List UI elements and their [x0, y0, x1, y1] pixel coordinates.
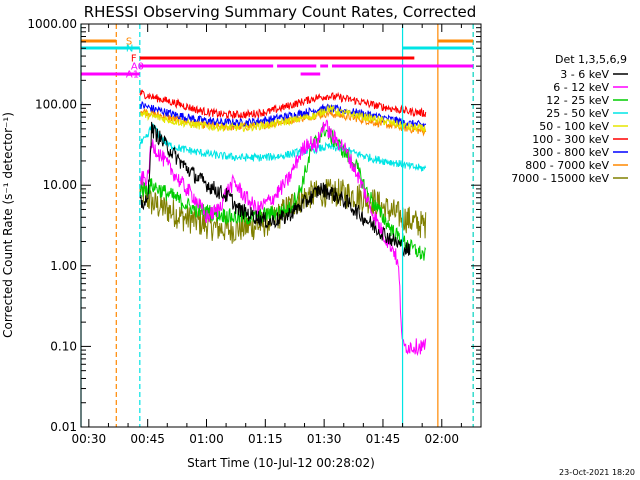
x-tick-label-6: 02:00: [424, 432, 459, 446]
series-line-5: [139, 88, 427, 120]
plot-frame: [80, 23, 482, 428]
x-tick-label-3: 01:15: [248, 432, 283, 446]
legend-label-6: 300 - 800 keV: [532, 146, 609, 159]
x-axis: 00:30 00:45 01:00 01:15 01:30 01:45 02:00: [72, 24, 482, 446]
legend-label-5: 100 - 300 keV: [532, 133, 609, 146]
chart-title: RHESSI Observing Summary Count Rates, Co…: [84, 3, 477, 21]
flag-label-0: S: [126, 37, 132, 48]
y-axis: 1000.00 100.00 10.00 1.00 0.10 0.01: [27, 17, 481, 434]
x-tick-label-5: 01:45: [366, 432, 401, 446]
legend-title: Det 1,3,5,6,9: [555, 53, 627, 66]
legend-label-7: 800 - 7000 keV: [525, 159, 609, 172]
y-tick-label-4: 0.10: [50, 339, 77, 353]
series-layer: [139, 88, 427, 357]
flag-label-1: N: [126, 44, 133, 55]
legend-label-3: 25 - 50 keV: [546, 107, 609, 120]
y-tick-label-5: 0.01: [50, 420, 77, 434]
series-line-2: [139, 122, 427, 261]
x-axis-label: Start Time (10-Jul-12 00:28:02): [187, 456, 375, 470]
legend-label-1: 6 - 12 keV: [553, 81, 609, 94]
x-tick-label-0: 00:30: [72, 432, 107, 446]
legend-label-0: 3 - 6 keV: [560, 68, 609, 81]
flag-label-3: A0: [131, 62, 144, 73]
series-line-1: [139, 119, 427, 357]
y-tick-label-2: 10.00: [43, 178, 77, 192]
x-tick-label-1: 00:45: [130, 432, 165, 446]
x-tick-label-2: 01:00: [189, 432, 224, 446]
x-tick-label-4: 01:30: [307, 432, 342, 446]
legend-label-8: 7000 - 15000 keV: [511, 172, 609, 185]
y-tick-label-1: 100.00: [35, 98, 77, 112]
y-tick-label-0: 1000.00: [27, 17, 77, 31]
y-tick-label-3: 1.00: [50, 259, 77, 273]
flag-label-4: A1: [126, 70, 139, 81]
series-line-4: [139, 104, 426, 133]
flag-label-2: F: [131, 54, 137, 65]
timestamp: 23-Oct-2021 18:20: [559, 468, 635, 477]
legend-label-4: 50 - 100 keV: [539, 120, 609, 133]
series-line-0: [139, 121, 411, 258]
series-line-3: [139, 122, 427, 172]
y-axis-label: Corrected Count Rate (s⁻¹ detector⁻¹): [1, 112, 15, 338]
legend-label-2: 12 - 25 keV: [546, 94, 609, 107]
